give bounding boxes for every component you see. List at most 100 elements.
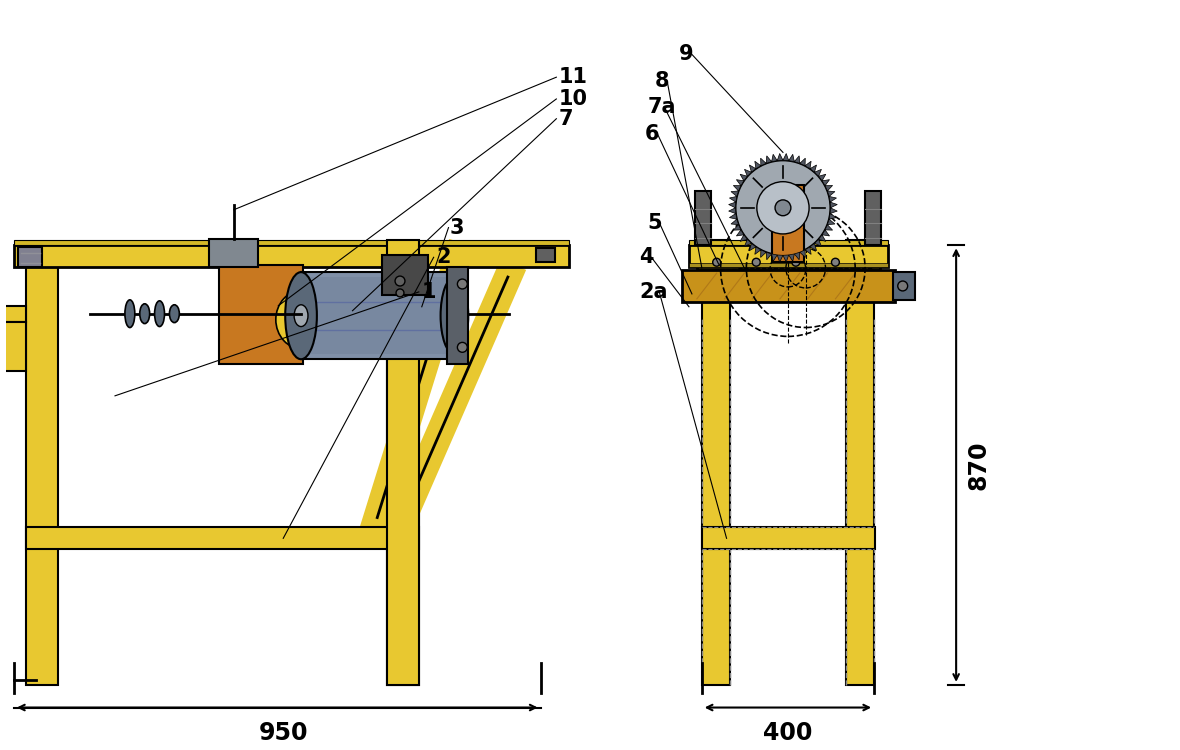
Text: 10: 10 bbox=[558, 89, 588, 109]
Text: 1: 1 bbox=[421, 282, 437, 302]
Polygon shape bbox=[733, 225, 741, 230]
Circle shape bbox=[396, 289, 404, 297]
Polygon shape bbox=[809, 165, 817, 172]
Bar bbox=[26, 267, 58, 685]
Polygon shape bbox=[830, 196, 837, 202]
Polygon shape bbox=[784, 255, 788, 262]
Polygon shape bbox=[805, 161, 811, 169]
Polygon shape bbox=[819, 174, 826, 181]
Circle shape bbox=[395, 276, 405, 286]
Bar bbox=[702, 241, 729, 685]
Polygon shape bbox=[729, 214, 736, 219]
Polygon shape bbox=[825, 185, 833, 191]
Text: 8: 8 bbox=[655, 71, 669, 92]
Polygon shape bbox=[740, 235, 747, 242]
Bar bbox=[18, 248, 41, 267]
Text: 4: 4 bbox=[640, 248, 654, 267]
Bar bbox=[0, 306, 26, 322]
Text: 400: 400 bbox=[763, 722, 813, 746]
Ellipse shape bbox=[170, 304, 179, 322]
Bar bbox=[14, 241, 569, 245]
Polygon shape bbox=[736, 230, 743, 236]
Bar bbox=[14, 245, 569, 267]
Circle shape bbox=[458, 279, 467, 289]
Polygon shape bbox=[830, 214, 837, 219]
Bar bbox=[689, 241, 887, 245]
Polygon shape bbox=[805, 247, 811, 254]
Polygon shape bbox=[794, 252, 800, 260]
Polygon shape bbox=[788, 254, 794, 261]
Circle shape bbox=[753, 258, 760, 266]
Polygon shape bbox=[766, 252, 772, 260]
Bar bbox=[893, 272, 914, 300]
Circle shape bbox=[792, 258, 800, 266]
Polygon shape bbox=[755, 161, 761, 169]
Polygon shape bbox=[822, 230, 830, 236]
Ellipse shape bbox=[139, 304, 150, 323]
Bar bbox=[772, 185, 804, 262]
Polygon shape bbox=[761, 158, 766, 166]
Text: 3: 3 bbox=[450, 217, 464, 238]
Ellipse shape bbox=[125, 300, 135, 328]
Polygon shape bbox=[822, 180, 830, 186]
Ellipse shape bbox=[448, 306, 460, 326]
Text: 9: 9 bbox=[678, 44, 694, 64]
Polygon shape bbox=[814, 170, 821, 176]
Polygon shape bbox=[800, 158, 805, 166]
Polygon shape bbox=[728, 202, 736, 208]
Bar bbox=[536, 248, 556, 262]
Polygon shape bbox=[788, 154, 794, 162]
Polygon shape bbox=[749, 243, 756, 250]
Ellipse shape bbox=[294, 304, 308, 326]
Ellipse shape bbox=[155, 301, 164, 326]
Text: 2: 2 bbox=[437, 248, 451, 267]
Polygon shape bbox=[728, 208, 736, 214]
Polygon shape bbox=[819, 235, 826, 242]
Polygon shape bbox=[745, 170, 752, 176]
Polygon shape bbox=[809, 243, 817, 250]
Polygon shape bbox=[755, 247, 761, 254]
Text: 11: 11 bbox=[558, 68, 588, 87]
Bar bbox=[846, 241, 874, 685]
Bar bbox=[682, 270, 894, 302]
Bar bbox=[382, 255, 427, 295]
Text: 950: 950 bbox=[258, 722, 308, 746]
Bar bbox=[387, 241, 419, 685]
Polygon shape bbox=[830, 202, 838, 208]
Bar bbox=[209, 239, 258, 267]
Bar bbox=[387, 267, 419, 685]
Bar bbox=[702, 527, 876, 549]
Bar bbox=[697, 267, 880, 270]
Bar bbox=[865, 191, 881, 245]
Polygon shape bbox=[827, 219, 835, 225]
Polygon shape bbox=[736, 180, 743, 186]
Bar bbox=[695, 191, 710, 245]
Polygon shape bbox=[761, 250, 766, 257]
Polygon shape bbox=[729, 196, 736, 202]
Circle shape bbox=[832, 258, 839, 266]
Polygon shape bbox=[733, 185, 741, 191]
Bar bbox=[446, 267, 468, 364]
Polygon shape bbox=[772, 254, 778, 261]
Bar bbox=[301, 272, 454, 359]
Polygon shape bbox=[827, 191, 835, 196]
Circle shape bbox=[458, 343, 467, 352]
Ellipse shape bbox=[286, 272, 317, 359]
Ellipse shape bbox=[440, 277, 468, 354]
Polygon shape bbox=[794, 156, 800, 164]
Polygon shape bbox=[740, 174, 747, 181]
Polygon shape bbox=[772, 154, 778, 162]
Polygon shape bbox=[766, 156, 772, 164]
Polygon shape bbox=[814, 239, 821, 246]
Polygon shape bbox=[830, 208, 838, 214]
Circle shape bbox=[775, 200, 791, 216]
Ellipse shape bbox=[276, 290, 330, 350]
Circle shape bbox=[898, 281, 907, 291]
Text: 7a: 7a bbox=[648, 97, 676, 117]
Text: 6: 6 bbox=[644, 124, 658, 143]
Polygon shape bbox=[0, 322, 26, 371]
Polygon shape bbox=[778, 154, 784, 160]
Text: 7: 7 bbox=[558, 109, 572, 129]
Bar bbox=[306, 277, 450, 354]
Polygon shape bbox=[749, 165, 756, 172]
